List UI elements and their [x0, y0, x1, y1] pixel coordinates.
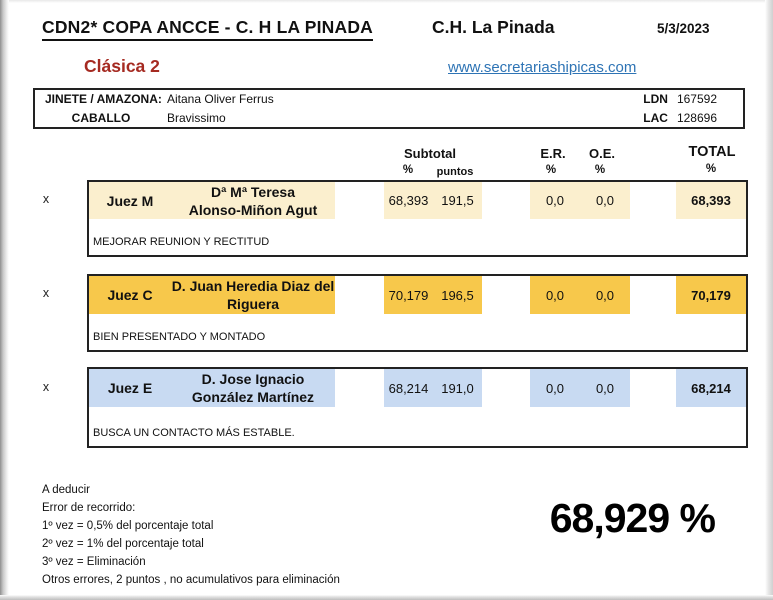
judge-e-band: Juez E D. Jose Ignacio González Martínez: [89, 369, 335, 407]
judge-c-total-cell: 70,179: [676, 276, 746, 314]
rider-row: JINETE / AMAZONA: Aitana Oliver Ferrus L…: [35, 90, 743, 109]
judge-c-name: D. Juan Heredia Diaz del Riguera: [171, 278, 335, 312]
footer-note: Error de recorrido:: [42, 502, 136, 514]
judge-m-name: Dª Mª Teresa Alonso-Miñon Agut: [188, 183, 318, 218]
judge-m-marker: x: [42, 192, 50, 206]
er-value: 0,0: [545, 193, 565, 208]
judge-c-row: Juez C D. Juan Heredia Diaz del Riguera …: [87, 274, 748, 352]
total-value: 68,393: [691, 193, 731, 208]
col-subtotal-puntos: puntos: [436, 166, 474, 178]
footer-note: 2º vez = 1% del porcentaje total: [42, 538, 204, 550]
rider-info-box: JINETE / AMAZONA: Aitana Oliver Ferrus L…: [33, 88, 745, 129]
lac-value: 128696: [676, 110, 717, 125]
col-total: TOTAL: [688, 144, 736, 160]
judge-m-er-oe-cell: 0,0 0,0: [530, 182, 630, 219]
judge-e-marker: x: [42, 380, 50, 394]
judge-e-name: D. Jose Ignacio González Martínez: [191, 371, 315, 405]
judge-c-comment: BIEN PRESENTADO Y MONTADO: [93, 331, 266, 343]
rider-label: JINETE / AMAZONA:: [45, 92, 162, 107]
venue-name: C.H. La Pinada: [432, 17, 555, 37]
total-value: 68,214: [691, 380, 731, 396]
judge-c-label: Juez C: [107, 287, 153, 303]
photo-edge-top: [0, 0, 773, 3]
col-subtotal-pct: %: [402, 164, 414, 176]
ldn-label: LDN: [643, 92, 668, 107]
subtotal-points-value: 191,0: [441, 380, 474, 396]
footer-note: Otros errores, 2 puntos , no acumulativo…: [42, 574, 340, 586]
photo-edge-right: [765, 0, 773, 600]
lac-label: LAC: [643, 110, 668, 125]
oe-value: 0,0: [595, 287, 615, 303]
ldn-value: 167592: [676, 92, 717, 107]
judge-c-er-oe-cell: 0,0 0,0: [530, 276, 630, 314]
footer-note: 3º vez = Eliminación: [42, 556, 146, 568]
final-score: 68,929 %: [549, 495, 716, 541]
oe-value: 0,0: [595, 193, 615, 208]
deduction-title: A deducir: [42, 484, 90, 496]
oe-value: 0,0: [595, 380, 615, 396]
judge-m-row: Juez M Dª Mª Teresa Alonso-Miñon Agut 68…: [87, 180, 748, 257]
horse-row: CABALLO Bravissimo LAC 128696: [35, 109, 743, 128]
website-link[interactable]: www.secretariashipicas.com: [448, 59, 637, 76]
event-date: 5/3/2023: [657, 21, 710, 36]
col-oe: O.E.: [588, 146, 616, 161]
col-er: E.R.: [540, 146, 566, 161]
col-subtotal: Subtotal: [404, 146, 456, 161]
col-er-pct: %: [545, 164, 557, 176]
judge-e-subtotal-cell: 68,214 191,0: [384, 369, 482, 407]
total-value: 70,179: [691, 287, 731, 303]
footer-note: 1º vez = 0,5% del porcentaje total: [42, 520, 214, 532]
judge-m-subtotal-cell: 68,393 191,5: [384, 182, 482, 219]
subtotal-points-value: 191,5: [441, 193, 474, 208]
horse-name: Bravissimo: [167, 110, 226, 125]
rider-name: Aitana Oliver Ferrus: [167, 92, 274, 107]
judge-c-marker: x: [42, 286, 50, 300]
photo-edge-bottom: [0, 595, 773, 600]
horse-label: CABALLO: [71, 110, 131, 125]
judge-c-band: Juez C D. Juan Heredia Diaz del Riguera: [89, 276, 335, 314]
subtotal-pct-value: 70,179: [388, 287, 429, 303]
subtotal-points-value: 196,5: [441, 287, 474, 303]
subtotal-pct-value: 68,393: [388, 193, 429, 208]
judge-e-comment: BUSCA UN CONTACTO MÁS ESTABLE.: [93, 427, 295, 439]
er-value: 0,0: [545, 380, 565, 396]
subtotal-pct-value: 68,214: [388, 380, 429, 396]
judge-m-label: Juez M: [106, 192, 154, 209]
class-name: Clásica 2: [84, 56, 160, 76]
judge-e-label: Juez E: [107, 380, 153, 396]
competition-title: CDN2* COPA ANCCE - C. H LA PINADA: [42, 17, 374, 41]
judge-e-total-cell: 68,214: [676, 369, 746, 407]
judge-m-comment: MEJORAR REUNION Y RECTITUD: [93, 236, 270, 248]
judge-c-subtotal-cell: 70,179 196,5: [384, 276, 482, 314]
judge-e-er-oe-cell: 0,0 0,0: [530, 369, 630, 407]
er-value: 0,0: [545, 287, 565, 303]
photo-edge-left: [0, 0, 9, 600]
judge-m-total-cell: 68,393: [676, 182, 746, 219]
col-oe-pct: %: [594, 164, 606, 176]
judge-e-row: Juez E D. Jose Ignacio González Martínez…: [87, 367, 748, 448]
col-total-pct: %: [705, 163, 717, 175]
judge-m-band: Juez M Dª Mª Teresa Alonso-Miñon Agut: [89, 182, 335, 219]
